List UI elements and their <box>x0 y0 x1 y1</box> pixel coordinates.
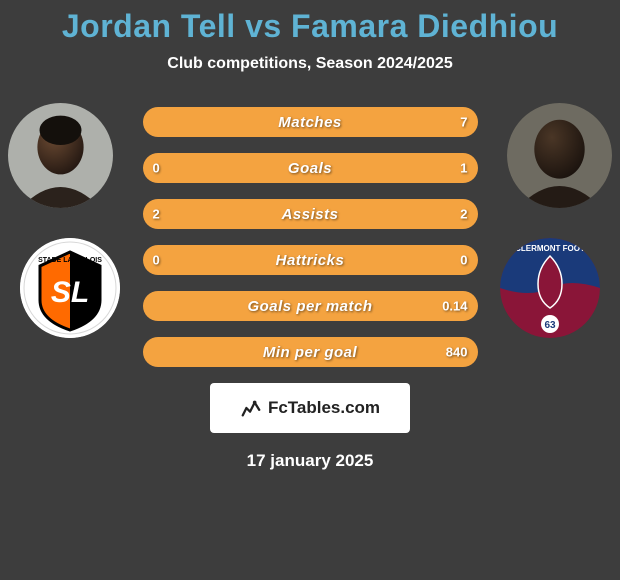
stat-right-value: 840 <box>446 345 468 360</box>
player-right-avatar <box>507 103 612 208</box>
page-title: Jordan Tell vs Famara Diedhiou <box>0 8 620 45</box>
stat-label: Goals per match <box>247 298 372 315</box>
stat-right-value: 2 <box>460 207 467 222</box>
stat-row-matches: Matches 7 <box>143 107 478 137</box>
branding-text: FcTables.com <box>268 398 380 418</box>
stats-bars: Matches 7 0 Goals 1 2 Assists 2 0 Hattri… <box>143 103 478 367</box>
club-left-badge: SL STADE LAVALLOIS <box>20 238 120 338</box>
stat-row-assists: 2 Assists 2 <box>143 199 478 229</box>
club-right-badge: 63 CLERMONT FOOT <box>500 238 600 338</box>
svg-text:63: 63 <box>544 320 556 331</box>
stat-row-goals-per-match: Goals per match 0.14 <box>143 291 478 321</box>
stat-left-value: 0 <box>153 161 160 176</box>
stat-label: Assists <box>282 206 339 223</box>
stat-label: Min per goal <box>263 344 357 361</box>
comparison-content: SL STADE LAVALLOIS 63 CLERMONT FOOT Matc… <box>0 103 620 471</box>
stat-left-value: 2 <box>153 207 160 222</box>
stat-label: Hattricks <box>276 252 345 269</box>
stat-right-value: 1 <box>460 161 467 176</box>
stat-left-value: 0 <box>153 253 160 268</box>
page-subtitle: Club competitions, Season 2024/2025 <box>0 55 620 73</box>
svg-text:SL: SL <box>51 276 89 309</box>
svg-text:STADE LAVALLOIS: STADE LAVALLOIS <box>38 257 102 264</box>
svg-text:CLERMONT FOOT: CLERMONT FOOT <box>515 244 585 253</box>
stat-row-min-per-goal: Min per goal 840 <box>143 337 478 367</box>
stat-label: Goals <box>288 160 332 177</box>
stat-right-value: 7 <box>460 115 467 130</box>
stat-row-goals: 0 Goals 1 <box>143 153 478 183</box>
stat-row-hattricks: 0 Hattricks 0 <box>143 245 478 275</box>
branding-box: FcTables.com <box>210 383 410 433</box>
stat-right-value: 0.14 <box>442 299 467 314</box>
stat-label: Matches <box>278 114 342 131</box>
branding-logo-icon <box>240 397 262 419</box>
date-label: 17 january 2025 <box>0 451 620 471</box>
stat-right-value: 0 <box>460 253 467 268</box>
player-left-avatar <box>8 103 113 208</box>
